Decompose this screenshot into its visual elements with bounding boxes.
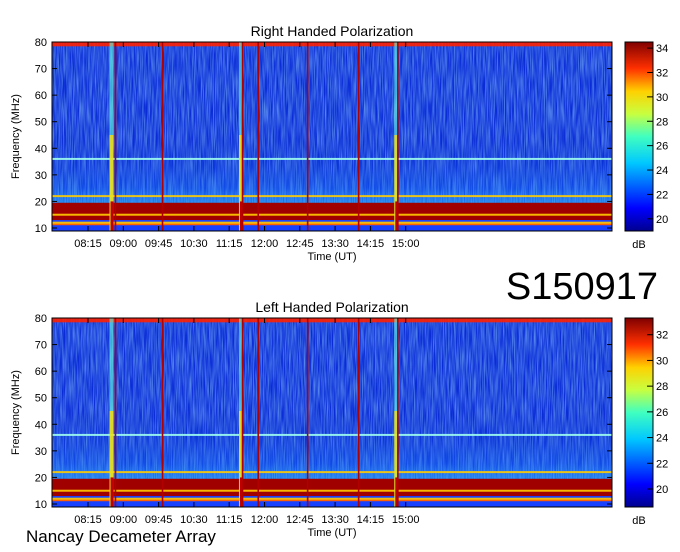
colorbar-tick-label: 24 xyxy=(656,433,668,445)
interference-line-1 xyxy=(52,433,612,436)
colorbar-tick-label: 22 xyxy=(656,458,668,470)
colorbar-tick-label: 24 xyxy=(656,165,668,177)
x-tick-label: 09:00 xyxy=(110,238,138,250)
x-tick-label: 10:30 xyxy=(180,238,208,250)
x-tick-label: 15:00 xyxy=(392,238,420,250)
y-tick-label: 60 xyxy=(35,90,47,102)
band-12mhz xyxy=(52,223,612,226)
burst-base-1 xyxy=(239,201,243,231)
colorbar-tick-label: 32 xyxy=(656,330,668,342)
y-axis-label: Frequency (MHz) xyxy=(10,370,22,455)
y-tick-label: 20 xyxy=(35,196,47,208)
chart-title: Right Handed Polarization xyxy=(251,23,414,39)
burst-core-1 xyxy=(238,135,243,231)
burst-core-2 xyxy=(394,411,399,507)
band-12mhz xyxy=(52,499,612,502)
x-tick-label: 09:45 xyxy=(145,514,173,526)
x-tick-label: 14:15 xyxy=(357,238,385,250)
burst-base-2 xyxy=(395,477,399,507)
y-tick-label: 10 xyxy=(35,223,47,235)
interference-line-0 xyxy=(52,318,612,323)
colorbar-tick-label: 22 xyxy=(656,189,668,201)
x-tick-label: 08:15 xyxy=(74,514,102,526)
burst-base-1 xyxy=(239,477,243,507)
colorbar-tick-label: 26 xyxy=(656,141,668,153)
figure-id: S150917 xyxy=(505,266,658,308)
colorbar xyxy=(624,41,654,232)
x-tick-label: 12:45 xyxy=(286,514,314,526)
burst-core-1 xyxy=(238,411,243,507)
spectrogram-panel-1: Right Handed Polarization 10 20 30 40 50 60 70 8… xyxy=(10,23,668,263)
burst-core-2 xyxy=(394,135,399,231)
colorbar-tick-label: 30 xyxy=(656,92,668,104)
x-axis-label: Time (UT) xyxy=(307,251,356,263)
x-tick-label: 13:30 xyxy=(321,514,349,526)
y-tick-label: 40 xyxy=(35,143,47,155)
x-tick-label: 15:00 xyxy=(392,514,420,526)
footer-credit: Nancay Decameter Array xyxy=(26,527,216,546)
y-tick-label: 80 xyxy=(35,313,47,325)
burst-base-0 xyxy=(110,477,114,507)
interference-line-2 xyxy=(52,471,612,474)
x-tick-label: 09:45 xyxy=(145,238,173,250)
plot-frame xyxy=(51,41,613,232)
x-tick-label: 09:00 xyxy=(110,514,138,526)
colorbar-tick-label: 26 xyxy=(656,407,668,419)
plot-frame xyxy=(51,317,613,508)
y-tick-label: 50 xyxy=(35,117,47,129)
x-tick-label: 13:30 xyxy=(321,238,349,250)
burst-base-2 xyxy=(395,201,399,231)
x-tick-label: 08:15 xyxy=(74,238,102,250)
interference-line-1 xyxy=(52,157,612,160)
colorbar-unit-label: dB xyxy=(632,239,645,251)
colorbar xyxy=(624,317,654,508)
colorbar-tick-label: 30 xyxy=(656,355,668,367)
burst-base-0 xyxy=(110,201,114,231)
y-tick-label: 20 xyxy=(35,472,47,484)
colorbar-tick-label: 28 xyxy=(656,116,668,128)
interference-line-3 xyxy=(52,489,612,492)
y-tick-label: 40 xyxy=(35,419,47,431)
x-tick-label: 11:15 xyxy=(216,514,243,526)
interference-line-4 xyxy=(52,221,612,224)
rfi-band-low xyxy=(52,478,612,497)
burst-core-0 xyxy=(109,411,114,507)
x-tick-label: 12:00 xyxy=(251,514,279,526)
y-tick-label: 70 xyxy=(35,340,47,352)
interference-line-3 xyxy=(52,213,612,216)
rfi-band-low xyxy=(52,202,612,221)
interference-line-4 xyxy=(52,497,612,500)
x-tick-label: 12:45 xyxy=(286,238,314,250)
y-tick-label: 60 xyxy=(35,366,47,378)
burst-core-0 xyxy=(109,135,114,231)
chart-title: Left Handed Polarization xyxy=(255,299,408,315)
y-tick-label: 50 xyxy=(35,393,47,405)
colorbar-tick-label: 20 xyxy=(656,484,668,496)
x-tick-label: 14:15 xyxy=(357,514,385,526)
x-tick-label: 10:30 xyxy=(180,514,208,526)
y-tick-label: 70 xyxy=(35,64,47,76)
band-below-13 xyxy=(52,220,612,231)
colorbar-tick-label: 34 xyxy=(656,43,668,55)
colorbar-tick-label: 28 xyxy=(656,381,668,393)
band-below-13 xyxy=(52,496,612,507)
y-axis-label: Frequency (MHz) xyxy=(10,94,22,179)
interference-line-2 xyxy=(52,195,612,198)
spectrogram-panel-2: Left Handed Polarization 10 20 30 40 50 60 70 80… xyxy=(10,299,668,539)
colorbar-tick-label: 20 xyxy=(656,214,668,226)
x-axis-label: Time (UT) xyxy=(307,527,356,539)
interference-line-0 xyxy=(52,42,612,47)
y-tick-label: 30 xyxy=(35,170,47,182)
y-tick-label: 10 xyxy=(35,499,47,511)
y-tick-label: 80 xyxy=(35,37,47,49)
x-tick-label: 12:00 xyxy=(251,238,279,250)
colorbar-unit-label: dB xyxy=(632,515,645,527)
y-tick-label: 30 xyxy=(35,446,47,458)
colorbar-tick-label: 32 xyxy=(656,67,668,79)
x-tick-label: 11:15 xyxy=(216,238,243,250)
